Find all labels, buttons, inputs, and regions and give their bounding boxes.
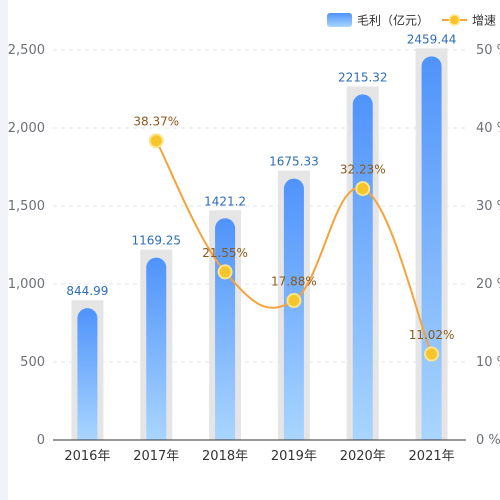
y-left-tick-label: 500: [20, 355, 45, 370]
legend-item-gross-profit[interactable]: 毛利（亿元）: [327, 13, 429, 28]
bar: [146, 257, 167, 440]
bar-value-label: 2215.32: [338, 70, 388, 84]
growth-value-label: 17.88%: [271, 275, 317, 289]
bar-value-label: 2459.44: [407, 32, 457, 46]
growth-point: [217, 264, 233, 280]
y-left-tick-label: 2,000: [8, 121, 45, 136]
x-tick-label: 2020年: [340, 449, 386, 464]
x-tick-label: 2021年: [409, 449, 455, 464]
growth-value-label: 32.23%: [340, 163, 386, 177]
legend[interactable]: 毛利（亿元） 增速: [327, 13, 496, 28]
bar: [421, 56, 442, 440]
y-left-tick-label: 2,500: [8, 43, 45, 58]
bar: [283, 178, 304, 441]
axes: 0 500 1,000 1,500 2,000 2,500 0 % 10 % 20 % 30 % 4…: [8, 43, 500, 464]
bar-value-label: 1421.2: [204, 194, 246, 208]
growth-line: [148, 133, 440, 362]
growth-value-label: 38.37%: [133, 115, 179, 129]
bar-value-label: 844.99: [66, 284, 108, 298]
legend-swatch-bar: [327, 13, 352, 27]
growth-point: [424, 346, 440, 362]
y-left-tick-label: 0: [37, 433, 45, 448]
growth-value-label: 11.02%: [409, 328, 455, 342]
y-right-tick-label: 50 %: [476, 43, 500, 58]
legend-swatch-point: [448, 14, 461, 26]
bar-value-label: 1169.25: [131, 234, 181, 248]
growth-point: [148, 133, 164, 149]
y-right-tick-label: 30 %: [476, 199, 500, 214]
growth-point: [286, 293, 302, 309]
legend-label: 增速: [472, 14, 496, 28]
y-right-tick-label: 10 %: [476, 355, 500, 370]
y-right-tick-label: 0 %: [476, 433, 500, 448]
data-labels: 844.99 1169.25 1421.2 1675.33 2215.32 2459.44…: [66, 32, 456, 342]
side-strip: [0, 0, 8, 500]
x-tick-label: 2018年: [202, 449, 248, 464]
growth-point: [355, 181, 371, 197]
bar: [352, 94, 373, 440]
x-tick-label: 2017年: [133, 449, 179, 464]
x-tick-label: 2016年: [64, 449, 110, 464]
y-left-tick-label: 1,000: [8, 277, 45, 292]
growth-line-path: [155, 140, 433, 355]
x-tick-label: 2019年: [271, 449, 317, 464]
y-right-tick-label: 40 %: [476, 121, 500, 136]
bar: [77, 308, 98, 440]
grid-lines: [53, 49, 466, 363]
y-left-tick-label: 1,500: [8, 199, 45, 214]
legend-item-growth[interactable]: 增速: [442, 14, 496, 28]
legend-label: 毛利（亿元）: [357, 13, 429, 28]
bar-value-label: 1675.33: [269, 155, 319, 169]
bar-backgrounds: [71, 48, 448, 441]
growth-value-label: 21.55%: [202, 246, 248, 260]
bars: [77, 56, 442, 441]
y-right-tick-label: 20 %: [476, 277, 500, 292]
